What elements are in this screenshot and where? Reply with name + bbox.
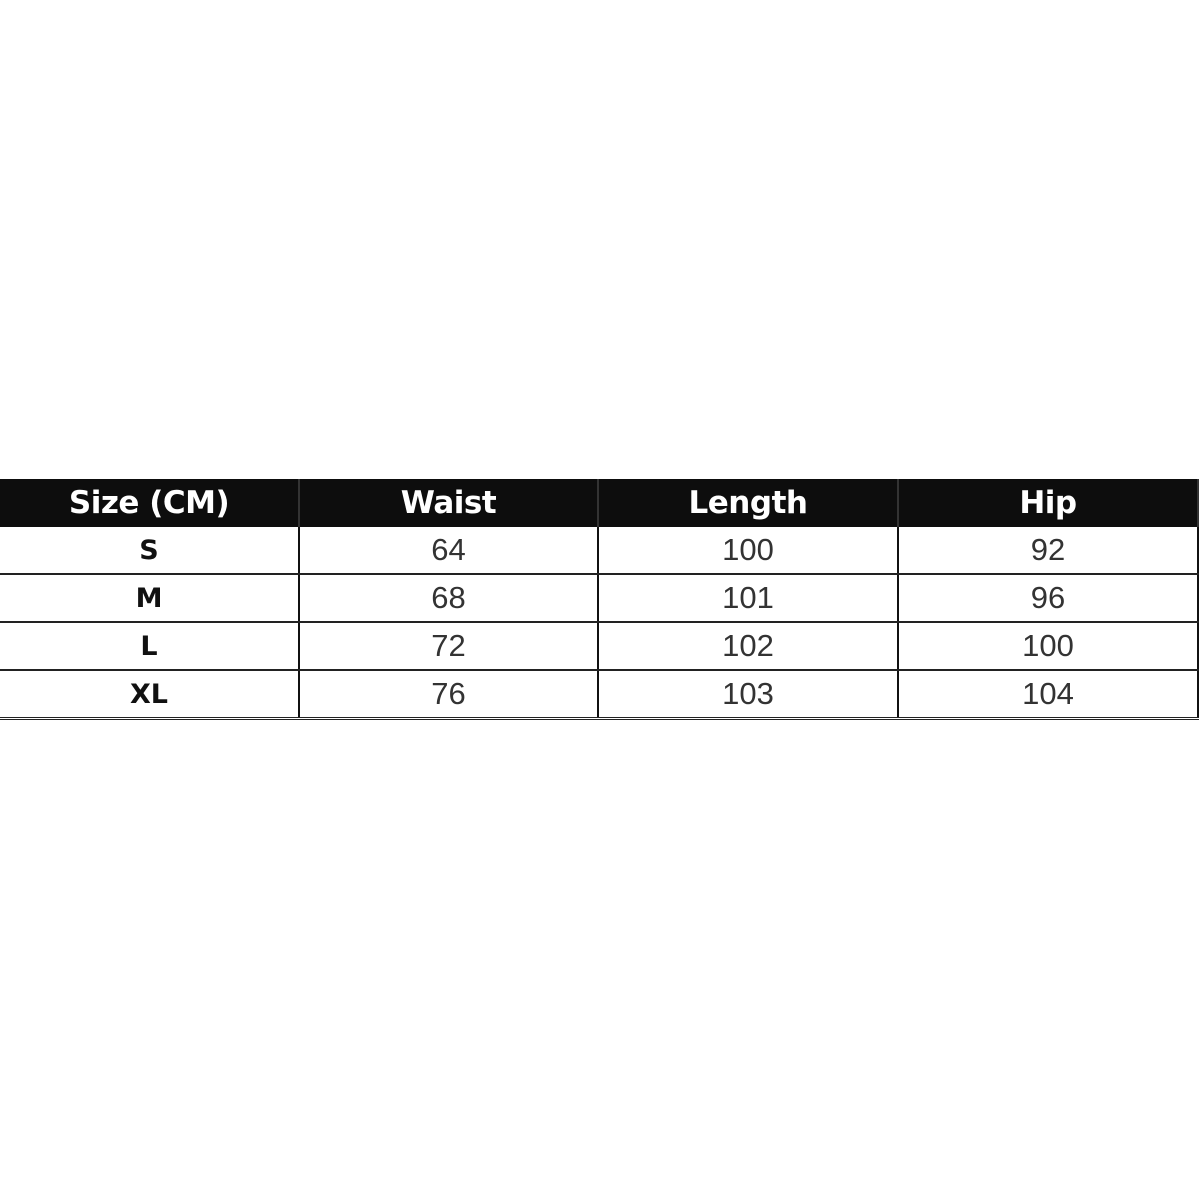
table-row: M 68 101 96 [0, 574, 1199, 623]
cell-waist: 72 [299, 622, 599, 671]
cell-waist: 76 [299, 670, 599, 720]
cell-size: S [0, 527, 300, 575]
cell-waist: 64 [299, 527, 599, 575]
cell-size: L [0, 622, 300, 671]
table-row: L 72 102 100 [0, 622, 1199, 671]
cell-length: 102 [598, 622, 899, 671]
header-hip: Hip [898, 479, 1199, 527]
cell-length: 100 [598, 527, 899, 575]
cell-hip: 100 [898, 622, 1199, 671]
cell-size: XL [0, 670, 300, 720]
size-chart-table: Size (CM) Waist Length Hip S 64 100 92 M… [0, 479, 1199, 720]
header-length: Length [598, 479, 899, 527]
header-waist: Waist [299, 479, 599, 527]
cell-length: 103 [598, 670, 899, 720]
cell-hip: 104 [898, 670, 1199, 720]
table-row: XL 76 103 104 [0, 670, 1199, 720]
table-row: S 64 100 92 [0, 527, 1199, 575]
cell-waist: 68 [299, 574, 599, 623]
cell-hip: 92 [898, 527, 1199, 575]
cell-hip: 96 [898, 574, 1199, 623]
header-row: Size (CM) Waist Length Hip [0, 479, 1199, 527]
cell-size: M [0, 574, 300, 623]
header-size: Size (CM) [0, 479, 300, 527]
cell-length: 101 [598, 574, 899, 623]
